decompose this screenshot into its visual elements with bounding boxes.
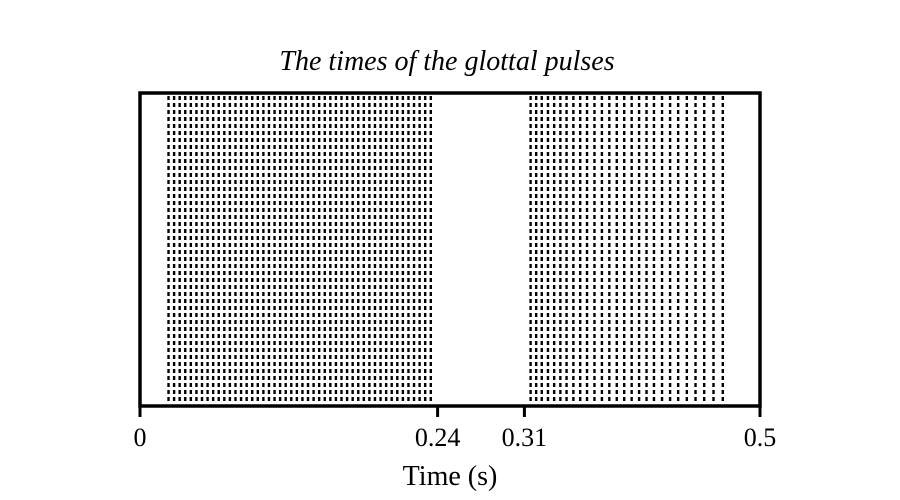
x-tick-label-3: 0.31 [502, 423, 548, 452]
x-tick-label-4: 0.5 [744, 423, 777, 452]
x-axis-ticks: 0 0.24 0.31 0.5 [134, 406, 777, 452]
x-axis-label: Time (s) [403, 461, 498, 492]
plot-frame [138, 91, 762, 408]
x-tick-label-2: 0.24 [415, 423, 461, 452]
pulse-lines [167, 96, 724, 404]
chart-title: The times of the glottal pulses [279, 46, 614, 77]
x-tick-label-1: 0 [134, 423, 147, 452]
